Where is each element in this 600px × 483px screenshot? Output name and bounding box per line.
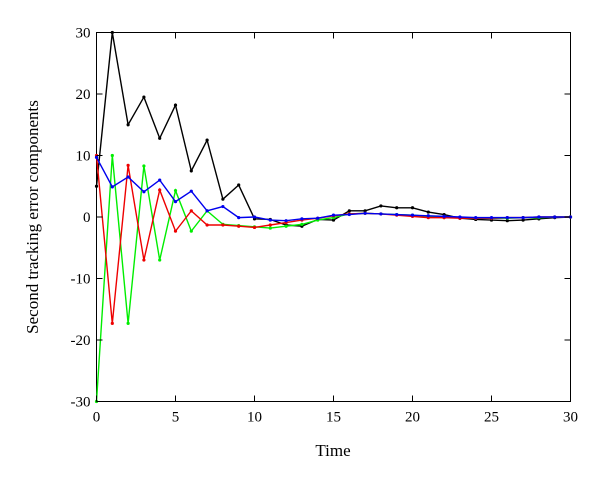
data-point xyxy=(300,222,304,226)
data-point xyxy=(363,209,367,213)
data-point xyxy=(189,209,193,213)
data-point xyxy=(489,216,494,220)
y-tick-label: 20 xyxy=(76,87,91,103)
data-point xyxy=(126,123,130,127)
data-point xyxy=(110,321,114,325)
data-point xyxy=(521,218,525,222)
data-point xyxy=(458,215,462,219)
series-line xyxy=(95,32,571,227)
data-point xyxy=(221,204,225,209)
x-tick-label: 0 xyxy=(93,410,101,426)
series-line xyxy=(95,155,571,402)
data-point xyxy=(237,216,241,220)
data-point xyxy=(331,218,336,222)
data-point xyxy=(173,229,178,233)
x-tick-label: 10 xyxy=(247,410,262,426)
y-tick-label: 30 xyxy=(76,26,91,42)
y-tick-label: 0 xyxy=(83,210,91,226)
data-point xyxy=(142,164,146,168)
data-point xyxy=(316,216,320,220)
data-point xyxy=(505,216,509,220)
data-point xyxy=(331,213,336,217)
data-point xyxy=(142,95,146,99)
x-axis: 0 5 10 15 20 25 30 xyxy=(93,32,578,426)
data-point xyxy=(205,209,209,213)
data-point xyxy=(189,229,193,233)
data-point xyxy=(268,226,272,230)
data-point xyxy=(94,184,99,188)
data-point xyxy=(379,204,383,208)
data-point xyxy=(158,136,162,140)
data-point xyxy=(284,219,288,223)
series-3 xyxy=(94,155,573,223)
data-point xyxy=(110,30,114,35)
series-layer xyxy=(94,30,573,404)
data-point xyxy=(142,258,146,262)
y-tick-label: -30 xyxy=(71,395,91,411)
data-point xyxy=(126,321,130,325)
data-point xyxy=(426,210,430,214)
data-point xyxy=(553,215,557,219)
data-point xyxy=(347,212,351,217)
data-point xyxy=(395,206,399,210)
data-point xyxy=(94,155,99,159)
series-line xyxy=(95,155,571,324)
x-axis-title: Time xyxy=(315,441,350,460)
data-point xyxy=(442,214,446,218)
data-point xyxy=(237,224,241,228)
x-tick-label: 30 xyxy=(563,410,578,426)
data-point xyxy=(505,219,509,223)
data-point xyxy=(300,217,304,221)
series-1 xyxy=(94,153,573,404)
x-tick-label: 20 xyxy=(405,410,420,426)
data-point xyxy=(189,169,193,173)
data-point xyxy=(284,224,288,228)
y-tick-label: -20 xyxy=(71,333,91,349)
data-point xyxy=(173,200,178,204)
data-point xyxy=(426,214,430,218)
data-point xyxy=(268,218,272,222)
data-point xyxy=(537,215,541,219)
data-point xyxy=(410,213,415,217)
data-point xyxy=(268,223,272,227)
data-point xyxy=(158,188,162,192)
data-point xyxy=(110,185,114,189)
data-point xyxy=(126,163,130,167)
data-point xyxy=(110,153,114,158)
data-point xyxy=(158,258,162,262)
y-tick-label: 10 xyxy=(76,149,91,165)
data-point xyxy=(252,225,257,230)
y-axis: -30 -20 -10 0 10 20 30 xyxy=(71,26,571,411)
x-tick-label: 25 xyxy=(484,410,499,426)
data-point xyxy=(173,188,178,193)
data-point xyxy=(173,103,178,107)
data-point xyxy=(252,215,257,219)
data-point xyxy=(126,175,130,179)
y-tick-label: -10 xyxy=(71,272,91,288)
data-point xyxy=(379,212,383,216)
data-point xyxy=(221,197,225,201)
data-point xyxy=(205,223,209,227)
x-tick-label: 15 xyxy=(326,410,341,426)
data-point xyxy=(410,206,415,210)
data-point xyxy=(347,209,351,213)
data-point xyxy=(363,211,367,215)
data-point xyxy=(521,216,525,220)
data-point xyxy=(142,190,146,194)
data-point xyxy=(237,183,241,187)
data-point xyxy=(221,223,225,227)
data-point xyxy=(395,212,399,217)
series-2 xyxy=(94,153,573,325)
y-axis-title: Second tracking error components xyxy=(23,100,42,334)
x-tick-label: 5 xyxy=(172,410,180,426)
data-point xyxy=(474,216,478,220)
data-point xyxy=(189,189,193,193)
data-point xyxy=(205,138,209,142)
data-point xyxy=(158,178,162,182)
series-0 xyxy=(94,30,573,228)
